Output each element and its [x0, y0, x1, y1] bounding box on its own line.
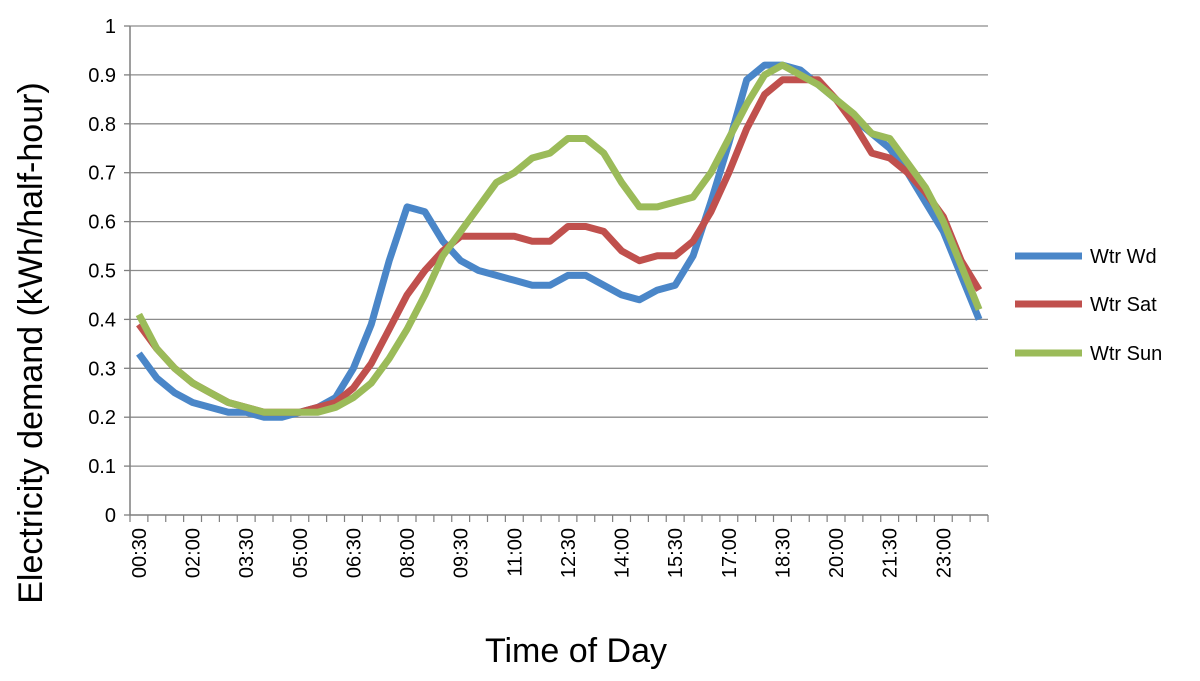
y-axis-title: Electricity demand (kWh/half-hour): [12, 82, 50, 604]
x-tick-label: 00:30: [129, 528, 151, 578]
x-tick-label: 11:00: [504, 528, 526, 577]
legend-label: Wtr Wd: [1090, 246, 1157, 268]
x-tick-label: 08:00: [397, 528, 419, 578]
gridlines: [130, 25, 988, 467]
x-tick-label: 17:00: [719, 528, 741, 578]
x-tick-label: 02:00: [183, 528, 205, 578]
legend-label: Wtr Sun: [1090, 343, 1162, 365]
y-tick-label: 0.4: [88, 309, 116, 331]
y-tick-label: 0.6: [88, 212, 116, 234]
x-tick-label: 03:30: [236, 528, 258, 578]
x-axis-ticks: 00:30 02:00 03:30 05:00 06:30 08:00 09:30 11:00…: [129, 515, 989, 578]
x-tick-label: 06:30: [343, 528, 365, 578]
x-tick-label: 09:30: [451, 528, 473, 578]
x-tick-label: 20:00: [826, 528, 848, 578]
x-axis-title: Time of Day: [485, 632, 667, 670]
y-axis-ticks: 0 0.1 0.2 0.3 0.4 0.5 0.6 0.7 0.8 0.9 1: [88, 16, 130, 527]
y-tick-label: 0.8: [88, 114, 116, 136]
y-tick-label: 0.5: [88, 261, 116, 283]
legend-label: Wtr Sat: [1090, 294, 1157, 316]
x-tick-label: 15:30: [665, 528, 687, 578]
y-tick-label: 0.7: [88, 163, 116, 185]
x-tick-label: 14:00: [612, 528, 634, 578]
y-tick-label: 0.1: [88, 456, 116, 478]
x-tick-label: 23:00: [933, 528, 955, 578]
x-tick-label: 12:30: [558, 528, 580, 578]
y-tick-label: 0: [105, 505, 116, 527]
series-line-wtr-sun: [135, 61, 983, 416]
x-tick-label: 05:00: [290, 528, 312, 578]
y-tick-label: 0.9: [88, 65, 116, 87]
x-tick-label: 18:30: [772, 528, 794, 578]
series-line-wtr-sat: [136, 76, 983, 416]
y-tick-label: 0.2: [88, 407, 116, 429]
y-tick-label: 1: [105, 16, 116, 38]
legend: Wtr Wd Wtr Sat Wtr Sun: [1015, 246, 1162, 365]
series-lines: [135, 61, 983, 421]
y-tick-label: 0.3: [88, 358, 116, 380]
x-tick-label: 21:30: [880, 528, 902, 578]
